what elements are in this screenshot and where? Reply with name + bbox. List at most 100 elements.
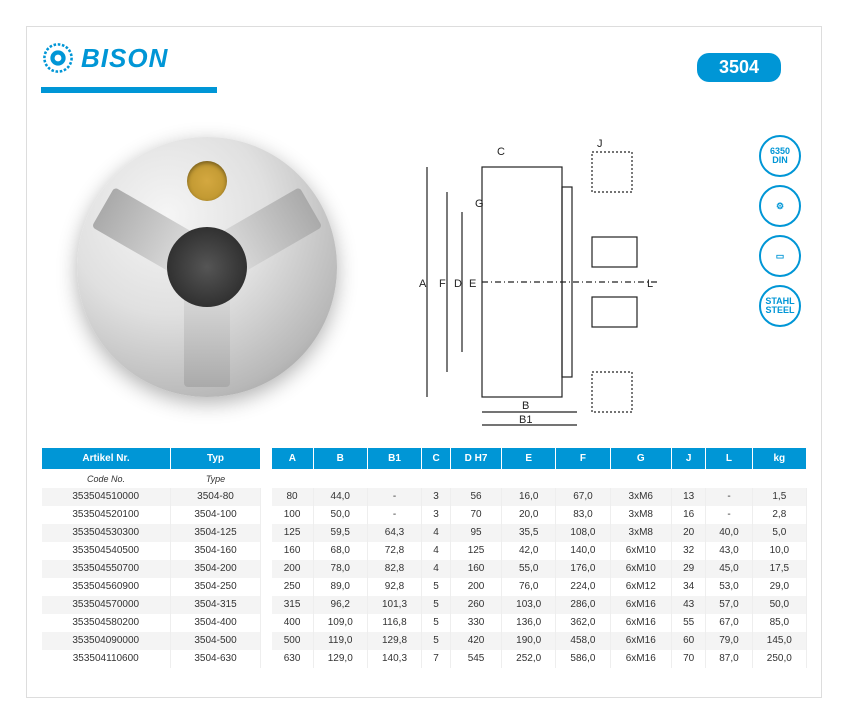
col-header: kg (752, 448, 806, 470)
cell: 10,0 (752, 542, 806, 560)
col-header: G (610, 448, 671, 470)
cell: 200 (451, 578, 502, 596)
cell: 420 (451, 632, 502, 650)
cell: 5 (422, 596, 451, 614)
cell: 3504-125 (171, 524, 261, 542)
cell: 630 (272, 650, 314, 668)
cell: 4 (422, 542, 451, 560)
cell: 252,0 (502, 650, 556, 668)
cell: 4 (422, 524, 451, 542)
table-row: 400109,0116,85330136,0362,06xM165567,085… (272, 614, 807, 632)
cell: 353504110600 (42, 650, 171, 668)
table-row: 16068,072,8412542,0140,06xM103243,010,0 (272, 542, 807, 560)
product-photo (77, 137, 357, 417)
table-row: 3535045405003504-160 (42, 542, 261, 560)
brand-logo: BISON (41, 41, 168, 75)
cell: 89,0 (313, 578, 367, 596)
cell: 50,0 (313, 506, 367, 524)
dimension-table: ABB1CD H7EFGJLkg 8044,0-35616,067,03xM61… (271, 447, 807, 668)
table-row: 12559,564,349535,5108,03xM82040,05,0 (272, 524, 807, 542)
cell: 353504090000 (42, 632, 171, 650)
cell: 3504-315 (171, 596, 261, 614)
cell: 87,0 (706, 650, 752, 668)
table-row: 8044,0-35616,067,03xM613-1,5 (272, 488, 807, 506)
cell: 70 (451, 506, 502, 524)
svg-text:D: D (454, 278, 462, 290)
cell: 17,5 (752, 560, 806, 578)
model-badge: 3504 (697, 53, 781, 82)
cell: 85,0 (752, 614, 806, 632)
cell: 67,0 (706, 614, 752, 632)
cell: 200 (272, 560, 314, 578)
col-header: A (272, 448, 314, 470)
cell: 109,0 (313, 614, 367, 632)
cell: 72,8 (367, 542, 421, 560)
table-row: 3535041106003504-630 (42, 650, 261, 668)
cell: 40,0 (706, 524, 752, 542)
cell: 500 (272, 632, 314, 650)
technical-diagram: A F D E C J L B B1 G (397, 137, 697, 427)
cell: 353504550700 (42, 560, 171, 578)
cell: 140,3 (367, 650, 421, 668)
chuck-bore (167, 227, 247, 307)
cell: 458,0 (556, 632, 610, 650)
cell: 67,0 (556, 488, 610, 506)
cell: 160 (451, 560, 502, 578)
table-row: 3535045609003504-250 (42, 578, 261, 596)
cell: 96,2 (313, 596, 367, 614)
cell: 76,0 (502, 578, 556, 596)
cell: 29 (671, 560, 705, 578)
cell: 3504-100 (171, 506, 261, 524)
cell: 3504-80 (171, 488, 261, 506)
data-tables: Artikel Nr.Typ Code No.Type3535045100003… (41, 447, 807, 668)
svg-text:B: B (522, 400, 529, 412)
cell: 545 (451, 650, 502, 668)
cell: 353504570000 (42, 596, 171, 614)
cell: 125 (272, 524, 314, 542)
cell: 6xM10 (610, 560, 671, 578)
cell: 68,0 (313, 542, 367, 560)
cell: 119,0 (313, 632, 367, 650)
cell: 44,0 (313, 488, 367, 506)
cell: 6xM10 (610, 542, 671, 560)
feature-badge: 6350DIN (759, 135, 801, 177)
cell: 6xM16 (610, 596, 671, 614)
cell: 57,0 (706, 596, 752, 614)
cell: 82,8 (367, 560, 421, 578)
cell: 3xM8 (610, 506, 671, 524)
col-header: E (502, 448, 556, 470)
col-header: B (313, 448, 367, 470)
svg-text:B1: B1 (519, 414, 532, 426)
cell: 80 (272, 488, 314, 506)
cell: 16 (671, 506, 705, 524)
cell: 32 (671, 542, 705, 560)
cell: 34 (671, 578, 705, 596)
cell: 3504-500 (171, 632, 261, 650)
cell: 190,0 (502, 632, 556, 650)
header: BISON 3504 (27, 27, 821, 102)
cell: 79,0 (706, 632, 752, 650)
col-header: D H7 (451, 448, 502, 470)
table-row: 3535045700003504-315 (42, 596, 261, 614)
article-table-wrap: Artikel Nr.Typ Code No.Type3535045100003… (41, 447, 261, 668)
logo-underline (41, 87, 217, 93)
cell: 59,5 (313, 524, 367, 542)
article-table: Artikel Nr.Typ Code No.Type3535045100003… (41, 447, 261, 668)
cell: 362,0 (556, 614, 610, 632)
datasheet-page: BISON 3504 6350DIN⚙▭STAHLSTEEL (26, 26, 822, 698)
cell: 176,0 (556, 560, 610, 578)
table-row: 3535040900003504-500 (42, 632, 261, 650)
cell: - (367, 488, 421, 506)
table-row: 31596,2101,35260103,0286,06xM164357,050,… (272, 596, 807, 614)
cell: 20 (671, 524, 705, 542)
cell: 400 (272, 614, 314, 632)
cell: 3504-400 (171, 614, 261, 632)
cell: 353504510000 (42, 488, 171, 506)
cell: 3504-250 (171, 578, 261, 596)
col-subheader: Type (171, 470, 261, 488)
svg-text:G: G (475, 198, 484, 210)
cell: 6xM16 (610, 614, 671, 632)
cell: 3504-630 (171, 650, 261, 668)
table-row: 500119,0129,85420190,0458,06xM166079,014… (272, 632, 807, 650)
brand-name: BISON (81, 43, 168, 74)
